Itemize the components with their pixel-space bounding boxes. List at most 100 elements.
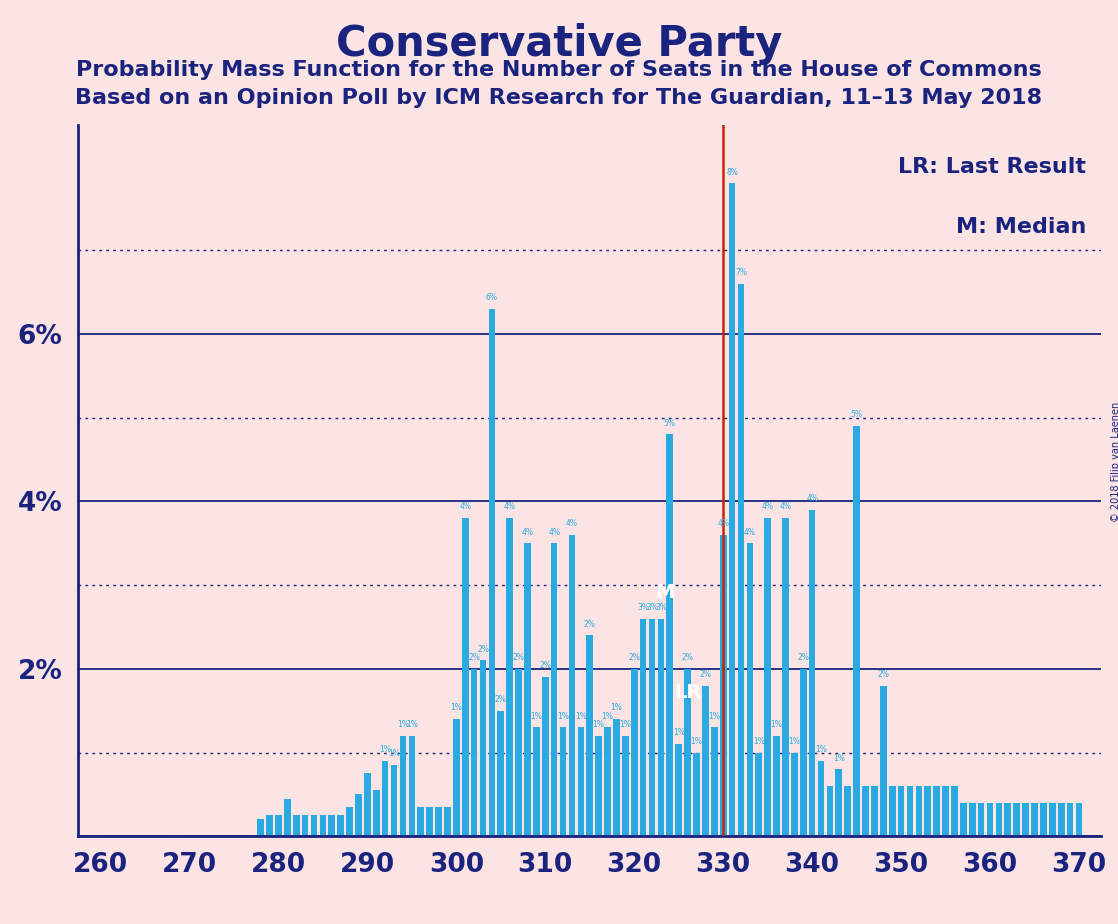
Text: M: Median: M: Median	[956, 217, 1086, 237]
Text: 1%: 1%	[673, 728, 684, 737]
Bar	[792, 752, 797, 836]
Bar	[1067, 803, 1073, 836]
Text: 1%: 1%	[388, 749, 400, 759]
Text: 1%: 1%	[752, 736, 765, 746]
Bar	[934, 786, 940, 836]
Text: 5%: 5%	[851, 410, 863, 419]
Bar	[248, 834, 255, 836]
Bar	[720, 535, 727, 836]
Bar	[142, 834, 149, 836]
Bar	[284, 798, 291, 836]
Bar	[987, 803, 994, 836]
Text: 2%: 2%	[682, 653, 693, 663]
Text: Based on an Opinion Poll by ICM Research for The Guardian, 11–13 May 2018: Based on an Opinion Poll by ICM Research…	[75, 88, 1043, 108]
Bar	[426, 807, 433, 836]
Bar	[808, 510, 815, 836]
Text: 3%: 3%	[655, 602, 667, 612]
Bar	[444, 807, 451, 836]
Bar	[356, 795, 362, 836]
Text: 1%: 1%	[557, 711, 569, 721]
Bar	[347, 807, 353, 836]
Text: 3%: 3%	[646, 602, 659, 612]
Bar	[221, 834, 228, 836]
Text: 1%: 1%	[815, 745, 827, 754]
Text: 4%: 4%	[761, 503, 774, 512]
Bar	[302, 815, 309, 836]
Text: 1%: 1%	[770, 720, 783, 729]
Text: 8%: 8%	[726, 167, 738, 176]
Text: 4%: 4%	[717, 519, 729, 529]
Bar	[471, 669, 477, 836]
Text: 1%: 1%	[406, 720, 418, 729]
Bar	[560, 727, 567, 836]
Bar	[738, 284, 745, 836]
Bar	[212, 834, 219, 836]
Bar	[151, 834, 158, 836]
Bar	[79, 834, 86, 836]
Text: 2%: 2%	[468, 653, 480, 663]
Bar	[178, 834, 183, 836]
Bar	[675, 744, 682, 836]
Text: 4%: 4%	[459, 503, 471, 512]
Bar	[862, 786, 869, 836]
Text: 4%: 4%	[566, 519, 578, 529]
Bar	[595, 736, 601, 836]
Bar	[613, 719, 619, 836]
Text: 4%: 4%	[504, 503, 515, 512]
Bar	[524, 543, 531, 836]
Bar	[266, 815, 273, 836]
Bar	[542, 677, 549, 836]
Bar	[489, 309, 495, 836]
Text: Conservative Party: Conservative Party	[335, 23, 783, 65]
Bar	[951, 786, 958, 836]
Bar	[657, 618, 664, 836]
Bar	[551, 543, 558, 836]
Text: 4%: 4%	[743, 528, 756, 537]
Text: 4%: 4%	[779, 503, 792, 512]
Bar	[382, 760, 388, 836]
Bar	[435, 807, 442, 836]
Bar	[631, 669, 637, 836]
Bar	[97, 834, 104, 836]
Bar	[195, 834, 201, 836]
Text: 4%: 4%	[521, 528, 533, 537]
Bar	[639, 618, 646, 836]
Bar	[569, 535, 576, 836]
Text: 1%: 1%	[397, 720, 409, 729]
Bar	[844, 786, 851, 836]
Bar	[826, 786, 833, 836]
Bar	[462, 518, 468, 836]
Bar	[578, 727, 585, 836]
Bar	[124, 834, 131, 836]
Bar	[978, 803, 985, 836]
Text: 1%: 1%	[451, 703, 462, 712]
Bar	[88, 834, 95, 836]
Text: 2%: 2%	[495, 695, 506, 704]
Text: LR: LR	[674, 683, 701, 702]
Bar	[604, 727, 610, 836]
Bar	[587, 636, 593, 836]
Bar	[799, 669, 806, 836]
Bar	[498, 711, 504, 836]
Bar	[373, 790, 380, 836]
Bar	[960, 803, 967, 836]
Bar	[1013, 803, 1020, 836]
Bar	[693, 752, 700, 836]
Bar	[515, 669, 522, 836]
Bar	[311, 815, 318, 836]
Text: 4%: 4%	[548, 528, 560, 537]
Text: 2%: 2%	[513, 653, 524, 663]
Bar	[399, 736, 406, 836]
Text: 2%: 2%	[628, 653, 641, 663]
Bar	[506, 518, 513, 836]
Text: LR: Last Result: LR: Last Result	[898, 157, 1086, 176]
Text: 6%: 6%	[486, 293, 498, 302]
Text: 1%: 1%	[593, 720, 605, 729]
Bar	[774, 736, 780, 836]
Bar	[853, 426, 860, 836]
Text: 1%: 1%	[379, 745, 391, 754]
Bar	[115, 834, 122, 836]
Text: 1%: 1%	[619, 720, 632, 729]
Bar	[684, 669, 691, 836]
Bar	[408, 736, 415, 836]
